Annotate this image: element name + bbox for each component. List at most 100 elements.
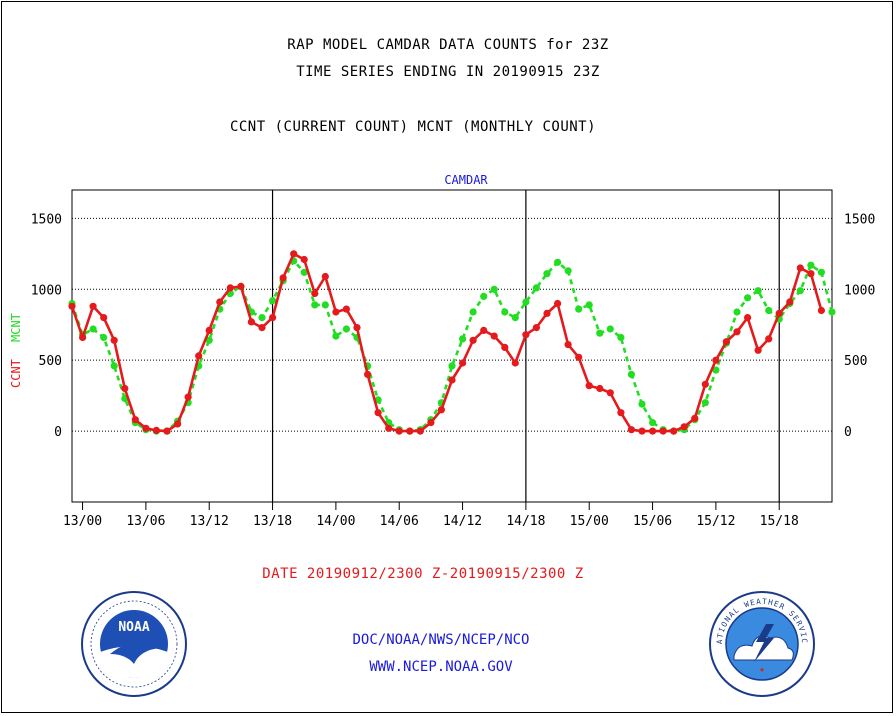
data-point-ccnt xyxy=(765,335,773,343)
data-point-ccnt xyxy=(174,420,182,428)
y-axis-label-ccnt: CCNT xyxy=(9,359,23,388)
plot-area-border xyxy=(71,189,833,503)
x-tick-label: 15/18 xyxy=(760,514,799,529)
data-point-ccnt xyxy=(385,424,393,432)
data-point-ccnt xyxy=(585,382,593,390)
date-range-label: DATE 20190912/2300 Z-20190915/2300 Z xyxy=(262,566,584,582)
y-axis-label-mcnt: MCNT xyxy=(9,313,23,342)
data-point-mcnt xyxy=(300,268,308,276)
data-point-ccnt xyxy=(195,352,203,360)
data-point-mcnt xyxy=(511,314,519,322)
data-point-ccnt xyxy=(110,336,118,344)
data-point-mcnt xyxy=(448,362,456,370)
y-tick-label-left: 0 xyxy=(54,425,62,440)
data-point-ccnt xyxy=(131,416,139,424)
data-point-ccnt xyxy=(321,272,329,281)
data-point-ccnt xyxy=(437,406,445,414)
data-point-ccnt xyxy=(712,356,720,364)
data-point-ccnt xyxy=(817,306,826,315)
data-point-mcnt xyxy=(807,261,815,269)
data-point-mcnt xyxy=(765,306,773,315)
data-point-ccnt xyxy=(184,393,192,401)
data-point-ccnt xyxy=(311,289,319,298)
noaa-logo-icon: NOAA xyxy=(81,591,187,697)
y-tick-label-left: 1500 xyxy=(31,212,62,227)
x-tick-label: 14/18 xyxy=(506,514,545,529)
x-tick-label: 14/00 xyxy=(316,514,355,529)
data-point-ccnt xyxy=(775,309,783,317)
y-tick-label-left: 1000 xyxy=(31,283,62,298)
data-point-ccnt xyxy=(142,424,150,432)
data-point-ccnt xyxy=(406,427,414,435)
data-point-ccnt xyxy=(216,298,224,306)
data-point-ccnt xyxy=(543,309,551,317)
data-point-mcnt xyxy=(100,333,108,342)
data-point-ccnt xyxy=(807,270,815,278)
data-point-ccnt xyxy=(659,427,667,435)
data-point-mcnt xyxy=(817,268,826,276)
data-point-ccnt xyxy=(247,318,255,326)
data-point-mcnt xyxy=(627,370,636,378)
data-point-mcnt xyxy=(701,399,709,407)
data-point-ccnt xyxy=(469,336,477,344)
data-point-mcnt xyxy=(564,267,572,275)
data-point-ccnt xyxy=(353,324,361,332)
data-point-ccnt xyxy=(596,384,604,393)
data-point-ccnt xyxy=(511,359,519,367)
data-point-mcnt xyxy=(269,297,277,305)
data-point-ccnt xyxy=(459,359,467,367)
x-tick-label: 14/06 xyxy=(380,514,419,529)
data-point-ccnt xyxy=(554,299,562,308)
series-layer xyxy=(68,250,836,435)
axes-layer xyxy=(71,189,833,510)
data-point-mcnt xyxy=(490,285,498,293)
data-point-ccnt xyxy=(575,353,583,361)
data-point-mcnt xyxy=(543,270,551,278)
grid-layer xyxy=(72,190,832,502)
data-point-ccnt xyxy=(163,427,171,435)
data-point-mcnt xyxy=(532,284,541,292)
data-point-mcnt xyxy=(332,332,340,340)
data-point-mcnt xyxy=(744,294,752,302)
data-point-mcnt xyxy=(585,301,593,309)
data-point-ccnt xyxy=(79,333,87,342)
data-point-ccnt xyxy=(448,376,456,384)
x-tick-label: 13/12 xyxy=(190,514,229,529)
data-point-mcnt xyxy=(606,325,614,333)
data-point-mcnt xyxy=(342,325,350,333)
data-point-ccnt xyxy=(427,419,435,427)
time-series-chart: 0 0 500 500 1000 1000 1500 1500 13/00 13/06 13/12 1… xyxy=(9,173,875,529)
data-point-ccnt xyxy=(89,302,97,310)
chart-title: RAP MODEL CAMDAR DATA COUNTS for 23Z xyxy=(287,37,609,53)
x-tick-label: 15/06 xyxy=(633,514,672,529)
data-point-ccnt xyxy=(733,328,741,336)
data-point-ccnt xyxy=(649,427,657,435)
data-point-ccnt xyxy=(606,389,614,397)
data-point-ccnt xyxy=(522,331,530,339)
data-point-ccnt xyxy=(480,326,488,334)
data-point-ccnt xyxy=(258,324,266,332)
data-point-ccnt xyxy=(342,305,350,313)
data-point-ccnt xyxy=(722,338,731,346)
data-point-ccnt xyxy=(564,341,572,349)
data-point-mcnt xyxy=(321,301,329,309)
y-tick-label-right: 500 xyxy=(844,354,867,369)
data-point-ccnt xyxy=(152,426,160,434)
data-point-ccnt xyxy=(269,314,277,322)
data-point-mcnt xyxy=(469,308,477,316)
data-point-ccnt xyxy=(754,346,762,354)
noaa-logo-text: NOAA xyxy=(118,620,149,635)
data-point-ccnt xyxy=(680,423,688,431)
data-point-mcnt xyxy=(638,400,646,408)
series-line-ccnt xyxy=(70,252,823,433)
data-point-mcnt xyxy=(110,362,118,370)
data-point-mcnt xyxy=(554,258,562,266)
data-point-ccnt xyxy=(490,332,498,340)
data-point-ccnt xyxy=(701,380,709,388)
data-point-ccnt xyxy=(100,314,108,322)
data-point-ccnt xyxy=(744,314,752,322)
credit-organization: DOC/NOAA/NWS/NCEP/NCO xyxy=(352,632,530,648)
x-tick-label: 14/12 xyxy=(443,514,482,529)
y-tick-label-right: 0 xyxy=(844,425,852,440)
